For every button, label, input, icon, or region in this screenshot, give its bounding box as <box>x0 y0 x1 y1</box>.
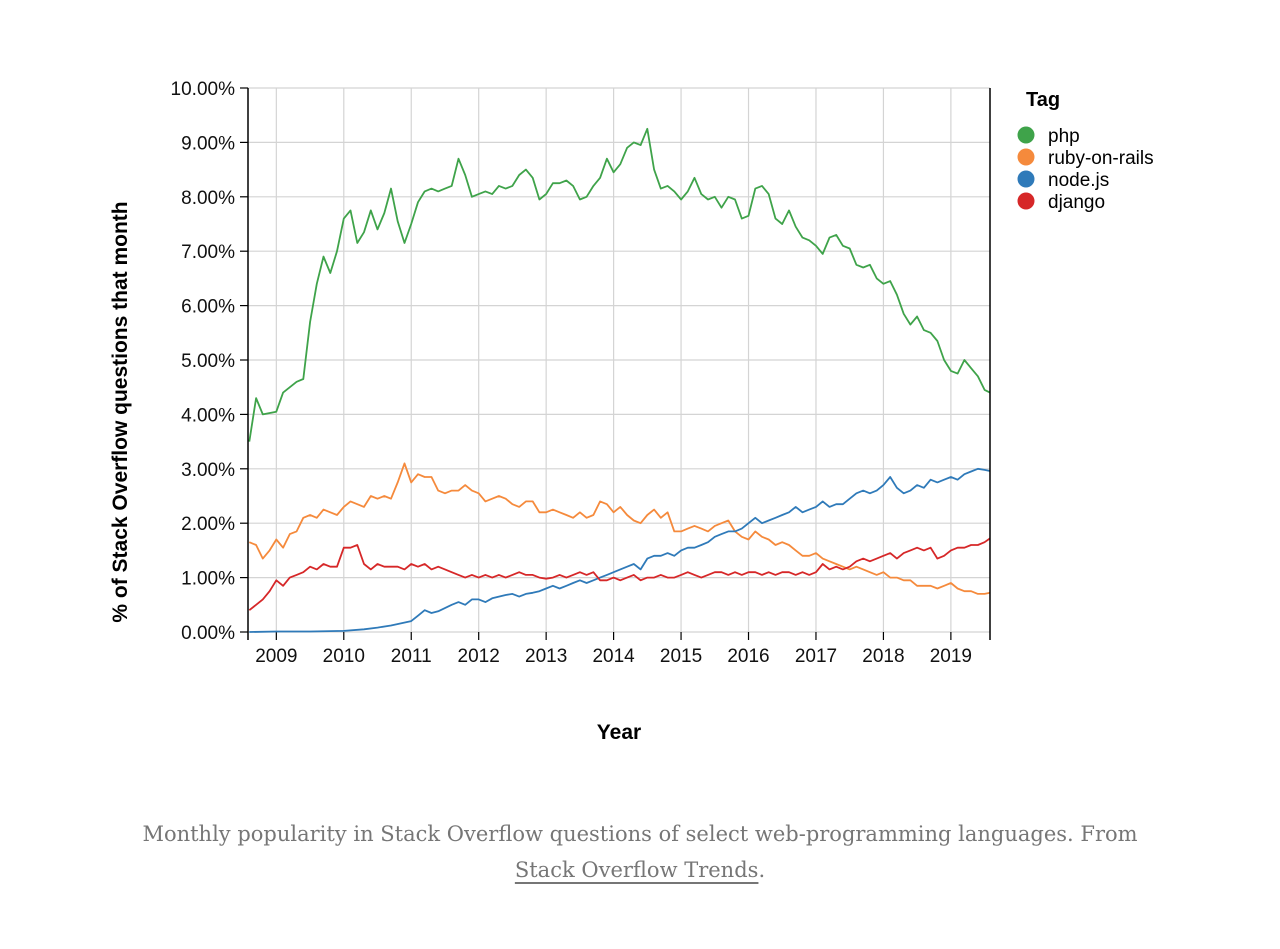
figure-caption: Monthly popularity in Stack Overflow que… <box>110 816 1170 888</box>
x-tick-label: 2011 <box>391 646 432 667</box>
series-line-php <box>248 127 991 442</box>
x-tick-label: 2013 <box>525 646 567 667</box>
x-tick-label: 2016 <box>727 646 769 667</box>
y-tick-label: 9.00% <box>181 133 235 154</box>
x-tick-label: 2018 <box>862 646 904 667</box>
x-tick-label: 2017 <box>795 646 837 667</box>
legend-swatch-ruby-on-rails <box>1017 148 1035 166</box>
y-tick-label: 2.00% <box>181 514 235 535</box>
x-tick-label: 2012 <box>458 646 500 667</box>
y-tick-label: 8.00% <box>181 188 235 209</box>
y-tick-label: 6.00% <box>181 297 235 318</box>
y-tick-labels: 0.00% 1.00% 2.00% 3.00% 4.00% 5.00% 6.00% 7.00%… <box>171 79 236 644</box>
x-tick-label: 2015 <box>660 646 702 667</box>
series-line-ruby-on-rails <box>248 462 991 595</box>
caption-text: Monthly popularity in Stack Overflow que… <box>142 822 1138 846</box>
y-tick-label: 3.00% <box>181 460 235 481</box>
x-tick-label: 2009 <box>255 646 297 667</box>
x-tick-label: 2010 <box>323 646 365 667</box>
axes <box>247 88 991 640</box>
legend-title: Tag <box>1026 89 1060 111</box>
x-tick-label: 2014 <box>592 646 635 667</box>
series-lines <box>248 127 991 633</box>
legend-label-django: django <box>1048 192 1105 213</box>
grid <box>240 87 990 640</box>
stack-overflow-trends-link[interactable]: Stack Overflow Trends <box>514 858 759 882</box>
legend-swatch-node.js <box>1017 170 1035 188</box>
y-tick-label: 10.00% <box>171 79 236 100</box>
legend-label-ruby-on-rails: ruby-on-rails <box>1048 148 1154 169</box>
legend-swatch-php <box>1017 126 1035 144</box>
series-line-django <box>248 537 991 611</box>
x-tick-label: 2019 <box>930 646 972 667</box>
legend-label-php: php <box>1048 126 1080 147</box>
legend-label-node.js: node.js <box>1048 170 1109 191</box>
y-axis-title: % of Stack Overflow questions that month <box>109 201 132 622</box>
y-tick-label: 1.00% <box>181 569 235 590</box>
x-tick-labels: 2009 2010 2011 2012 2013 2014 2015 2016 2017 2018… <box>255 646 972 667</box>
legend-swatch-django <box>1017 192 1035 210</box>
line-chart: 0.00% 1.00% 2.00% 3.00% 4.00% 5.00% 6.00% 7.00%… <box>109 79 1154 744</box>
y-tick-label: 4.00% <box>181 405 235 426</box>
caption-end: . <box>758 858 766 882</box>
y-tick-label: 5.00% <box>181 351 235 372</box>
x-axis-title: Year <box>597 721 641 744</box>
y-tick-label: 0.00% <box>181 623 235 644</box>
y-tick-label: 7.00% <box>181 242 235 263</box>
series-line-node.js <box>249 467 991 633</box>
